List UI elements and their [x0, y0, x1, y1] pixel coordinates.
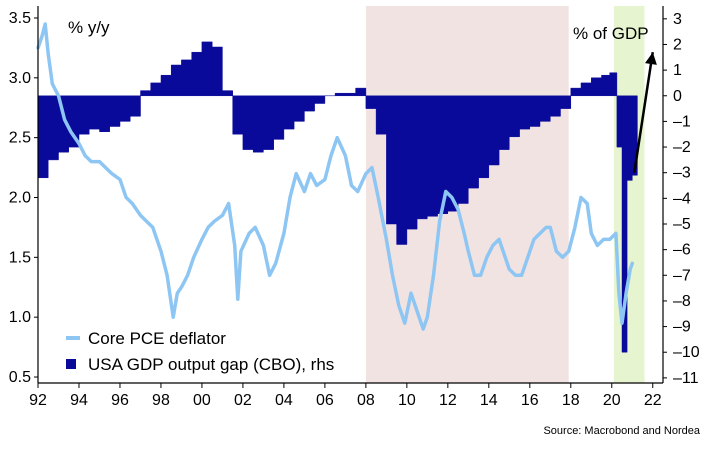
- left-axis-unit: % y/y: [68, 18, 110, 37]
- shaded-period-1: [613, 6, 645, 383]
- x-tick-label: 00: [193, 392, 211, 409]
- left-tick-label: 1.5: [9, 249, 31, 266]
- x-tick-label: 22: [644, 392, 662, 409]
- arrow-shaft: [633, 51, 654, 173]
- legend-swatch-gap: [66, 359, 76, 369]
- x-tick-label: 92: [29, 392, 47, 409]
- core-pce-line-layer: [36, 22, 635, 331]
- right-tick-label: –4: [673, 190, 691, 207]
- x-tick-label: 96: [111, 392, 129, 409]
- x-tick-label: 12: [439, 392, 457, 409]
- right-tick-label: –6: [673, 242, 691, 259]
- right-tick-label: –5: [673, 216, 691, 233]
- x-tick-label: 06: [316, 392, 334, 409]
- x-tick-label: 14: [480, 392, 498, 409]
- tick-labels: 92 94 96 98 00 02 04 06 08 10 12 14 16 18 20 223.53.02.…: [9, 10, 700, 409]
- right-tick-label: 1: [673, 62, 682, 79]
- output-gap-bars: [37, 41, 638, 353]
- x-tick-label: 94: [70, 392, 88, 409]
- right-tick-label: –1: [673, 113, 691, 130]
- legend-label-pce: Core PCE deflator: [88, 329, 226, 348]
- right-tick-label: 3: [673, 11, 682, 28]
- left-tick-label: 3.5: [9, 10, 31, 27]
- right-axis-unit: % of GDP: [573, 24, 649, 43]
- x-tick-label: 10: [398, 392, 416, 409]
- arrow-head: [645, 52, 657, 65]
- left-tick-label: 0.5: [9, 369, 31, 386]
- annotations: [633, 51, 657, 173]
- legend-label-gap: USA GDP output gap (CBO), rhs: [88, 355, 334, 374]
- axes: [34, 6, 667, 388]
- left-tick-label: 1.0: [9, 309, 31, 326]
- x-tick-label: 16: [521, 392, 539, 409]
- right-tick-label: –10: [673, 344, 700, 361]
- x-tick-label: 18: [562, 392, 580, 409]
- x-tick-label: 04: [275, 392, 293, 409]
- core-pce-line: [36, 22, 635, 331]
- right-tick-label: –3: [673, 165, 691, 182]
- left-tick-label: 3.0: [9, 70, 31, 87]
- output-gap-area: [37, 41, 638, 353]
- x-tick-label: 20: [603, 392, 621, 409]
- x-tick-label: 02: [234, 392, 252, 409]
- right-tick-label: –2: [673, 139, 691, 156]
- right-tick-label: –7: [673, 267, 691, 284]
- legend: Core PCE deflator USA GDP output gap (CB…: [66, 329, 334, 374]
- right-tick-label: –9: [673, 319, 691, 336]
- right-tick-label: –8: [673, 293, 691, 310]
- right-tick-label: 2: [673, 36, 682, 53]
- source-note: Source: Macrobond and Nordea: [543, 425, 700, 437]
- left-tick-label: 2.5: [9, 130, 31, 147]
- right-tick-label: –11: [673, 370, 699, 387]
- left-tick-label: 2.0: [9, 189, 31, 206]
- x-tick-label: 08: [357, 392, 375, 409]
- x-tick-label: 98: [152, 392, 170, 409]
- right-tick-label: 0: [673, 88, 682, 105]
